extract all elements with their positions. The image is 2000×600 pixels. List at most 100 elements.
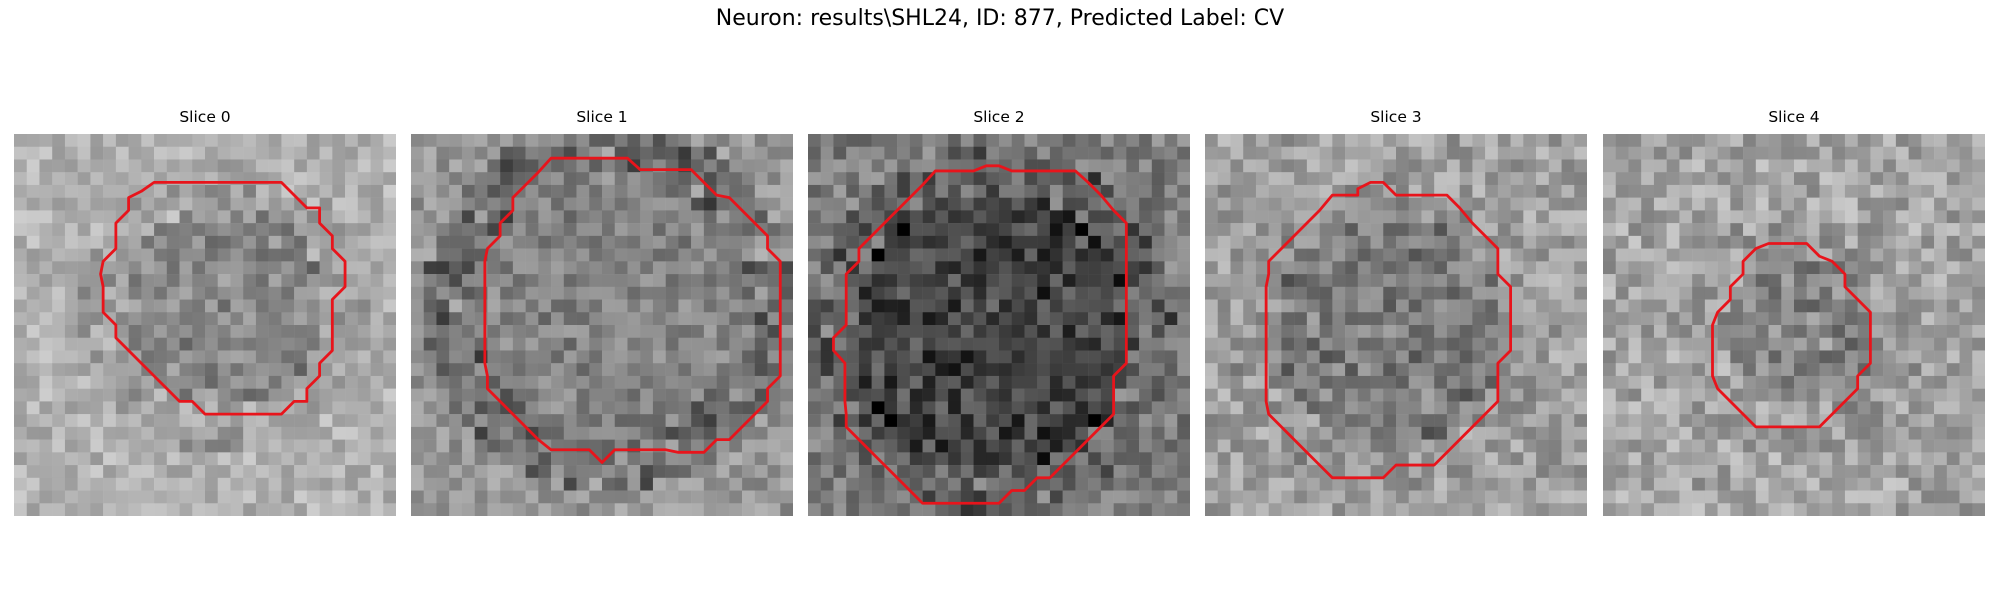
pixel (884, 159, 898, 173)
pixel (1075, 490, 1089, 504)
pixel (230, 235, 244, 249)
pixel (1446, 490, 1460, 504)
pixel (332, 414, 346, 428)
pixel (1230, 375, 1244, 389)
pixel (1446, 477, 1460, 491)
pixel (614, 235, 628, 249)
pixel (423, 363, 437, 377)
pixel (808, 261, 821, 275)
pixel (563, 248, 577, 262)
pixel (461, 248, 475, 262)
pixel (820, 299, 834, 313)
pixel (729, 159, 743, 173)
pixel (154, 312, 168, 326)
pixel (1345, 503, 1359, 516)
pixel (461, 426, 475, 440)
pixel (1024, 286, 1038, 300)
pixel (589, 184, 603, 198)
pixel (1126, 503, 1140, 516)
pixel (461, 363, 475, 377)
pixel (205, 146, 218, 160)
pixel (39, 337, 53, 351)
pixel (767, 235, 781, 249)
pixel (357, 261, 371, 275)
pixel (52, 184, 66, 198)
pixel (897, 388, 911, 402)
pixel (1177, 274, 1190, 288)
pixel (576, 363, 590, 377)
pixel (243, 363, 257, 377)
pixel (1421, 375, 1435, 389)
pixel (128, 261, 142, 275)
pixel (922, 452, 936, 466)
pixel (871, 261, 885, 275)
pixel (1088, 350, 1102, 364)
pixel (538, 477, 552, 491)
pixel (1075, 503, 1089, 516)
pixel (1446, 274, 1460, 288)
pixel (1717, 490, 1731, 504)
pixel (1806, 312, 1820, 326)
pixel (1485, 146, 1499, 160)
pixel (1459, 414, 1473, 428)
pixel (960, 363, 974, 377)
pixel (1100, 503, 1114, 516)
pixel (345, 261, 359, 275)
pixel (268, 248, 282, 262)
pixel (1536, 350, 1550, 364)
pixel (1934, 235, 1948, 249)
pixel (1641, 426, 1655, 440)
pixel (1615, 235, 1629, 249)
pixel (1075, 312, 1089, 326)
pixel (678, 452, 692, 466)
pixel (1151, 210, 1165, 224)
pixel (1139, 465, 1153, 479)
pixel (808, 159, 821, 173)
pixel (909, 426, 923, 440)
pixel (525, 452, 539, 466)
pixel (973, 248, 987, 262)
pixel (1844, 184, 1858, 198)
pixel (1383, 350, 1397, 364)
pixel (370, 325, 384, 338)
pixel (1972, 477, 1985, 491)
pixel (589, 134, 603, 147)
pixel (436, 210, 450, 224)
pixel (1100, 184, 1114, 198)
pixel (1075, 146, 1089, 160)
pixel (999, 172, 1012, 186)
pixel (461, 159, 475, 173)
pixel (922, 134, 936, 147)
pixel (665, 477, 679, 491)
pixel (1243, 439, 1257, 453)
pixel (1666, 325, 1680, 338)
pixel (1011, 235, 1025, 249)
pixel (370, 274, 384, 288)
pixel (1844, 197, 1858, 211)
pixel (1049, 197, 1063, 211)
pixel (833, 299, 847, 313)
pixel (1883, 426, 1897, 440)
pixel (77, 286, 91, 300)
pixel (294, 388, 308, 402)
pixel (1151, 350, 1165, 364)
pixel (1088, 312, 1102, 326)
pixel (1408, 172, 1422, 186)
pixel (281, 210, 295, 224)
pixel (1628, 503, 1642, 516)
pixel (141, 325, 155, 338)
pixel (1844, 426, 1858, 440)
pixel (1446, 197, 1460, 211)
pixel (1357, 426, 1371, 440)
pixel (948, 350, 962, 364)
pixel (1615, 375, 1629, 389)
pixel (1641, 465, 1655, 479)
pixel (1446, 248, 1460, 262)
pixel (665, 388, 679, 402)
pixel (1319, 172, 1333, 186)
pixel (1730, 210, 1744, 224)
pixel (1100, 134, 1114, 147)
pixel (166, 337, 180, 351)
pixel (1434, 235, 1448, 249)
pixel (319, 159, 333, 173)
